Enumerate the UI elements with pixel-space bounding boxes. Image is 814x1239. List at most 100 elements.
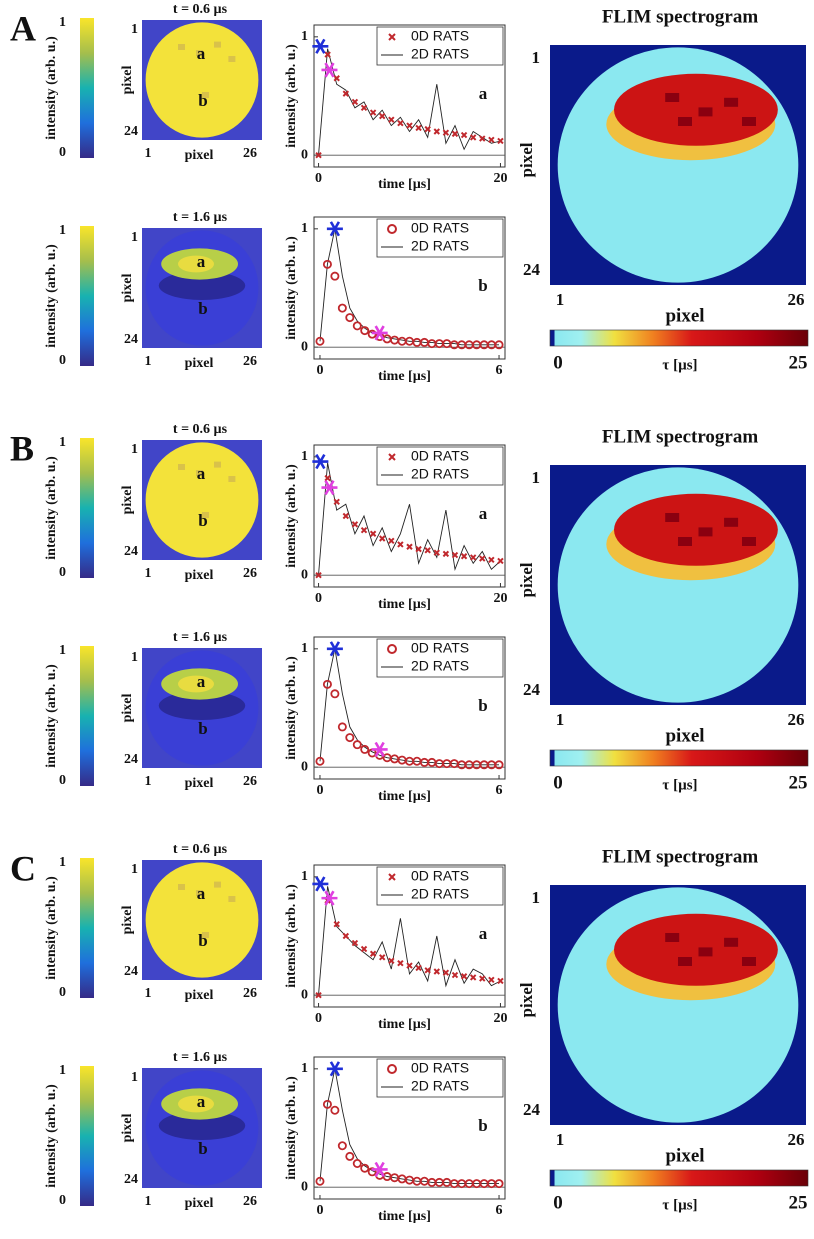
x-tick-label: 20 bbox=[493, 591, 507, 606]
x-tick-label: 6 bbox=[496, 783, 503, 798]
legend-label: 2D RATS bbox=[411, 466, 469, 482]
y-tick-label: 0 bbox=[301, 1179, 308, 1194]
colorbar bbox=[80, 226, 94, 366]
x-tick-label: 1 bbox=[556, 290, 565, 309]
data-point bbox=[494, 1179, 504, 1189]
legend-label: 0D RATS bbox=[411, 448, 469, 464]
y-axis-label: pixel bbox=[120, 274, 135, 303]
legend-marker bbox=[388, 873, 396, 881]
image-spot bbox=[214, 461, 221, 468]
star-marker bbox=[312, 453, 329, 470]
star-marker bbox=[371, 325, 388, 341]
flim-colorbar bbox=[549, 329, 809, 347]
data-point bbox=[369, 530, 377, 537]
region-label: a bbox=[197, 672, 206, 691]
flim-dark-spot bbox=[742, 537, 756, 546]
x-tick-label: 1 bbox=[556, 1130, 565, 1149]
data-point bbox=[345, 1151, 355, 1161]
image-spot bbox=[178, 884, 185, 890]
flim-dark-spot bbox=[698, 527, 713, 537]
flim-red-region bbox=[614, 493, 778, 566]
data-point bbox=[424, 125, 431, 133]
flim-dark-spot bbox=[724, 937, 739, 947]
flim-dark-spot bbox=[724, 97, 739, 107]
data-point bbox=[442, 129, 450, 136]
data-point bbox=[479, 975, 486, 982]
data-point bbox=[397, 960, 404, 967]
data-point bbox=[388, 537, 395, 545]
data-point bbox=[351, 98, 359, 106]
colorbar-label: intensity (arb. u.) bbox=[44, 36, 59, 140]
data-point bbox=[494, 760, 504, 770]
y-tick-label: 0 bbox=[301, 339, 308, 354]
y-axis-label: pixel bbox=[517, 982, 536, 1017]
colorbar-tick-label: 1 bbox=[59, 643, 66, 658]
data-point bbox=[330, 271, 340, 281]
y-tick-label: 1 bbox=[131, 230, 138, 245]
region-label: a bbox=[197, 44, 206, 63]
data-point bbox=[315, 756, 325, 766]
x-tick-label: 20 bbox=[493, 1011, 507, 1026]
y-tick-label: 24 bbox=[124, 1172, 138, 1187]
data-point bbox=[379, 954, 386, 961]
y-tick-label: 1 bbox=[131, 862, 138, 877]
data-point bbox=[397, 120, 404, 127]
y-tick-label: 24 bbox=[523, 680, 541, 699]
y-axis-label: intensity (arb. u.) bbox=[284, 236, 299, 340]
x-axis-label: pixel bbox=[185, 1196, 214, 1211]
data-point bbox=[388, 957, 395, 965]
legend-marker bbox=[388, 453, 396, 461]
image-disk bbox=[145, 862, 259, 978]
data-point bbox=[342, 90, 350, 97]
x-tick-label: 1 bbox=[145, 354, 152, 369]
data-point bbox=[330, 1105, 340, 1115]
x-tick-label: 0 bbox=[316, 783, 323, 798]
x-tick-label: 26 bbox=[243, 774, 257, 789]
legend-label: 0D RATS bbox=[411, 1060, 469, 1076]
data-point bbox=[415, 545, 422, 553]
colorbar-tick-label: 1 bbox=[59, 435, 66, 450]
flim-dark-spot bbox=[678, 117, 692, 126]
colorbar-label: τ [µs] bbox=[662, 777, 697, 793]
x-tick-label: 26 bbox=[243, 566, 257, 581]
series-line bbox=[319, 1068, 499, 1185]
colorbar-tick-label: 25 bbox=[789, 772, 808, 793]
data-point bbox=[330, 689, 340, 699]
colorbar-tick-label: 1 bbox=[59, 223, 66, 238]
legend-marker bbox=[387, 224, 397, 234]
x-axis-label: time [µs] bbox=[378, 369, 431, 384]
y-axis-label: pixel bbox=[120, 1114, 135, 1143]
y-axis-label: pixel bbox=[517, 562, 536, 597]
data-point bbox=[352, 740, 362, 750]
flim-red-region bbox=[614, 73, 778, 146]
image-spot bbox=[214, 41, 221, 48]
y-tick-label: 1 bbox=[131, 442, 138, 457]
legend-box bbox=[376, 638, 504, 678]
data-point bbox=[479, 135, 486, 142]
colorbar-tick-label: 25 bbox=[789, 1192, 808, 1213]
image-title: t = 1.6 µs bbox=[173, 630, 228, 645]
y-axis-label: pixel bbox=[120, 906, 135, 935]
y-tick-label: 0 bbox=[301, 567, 308, 582]
region-label: b bbox=[198, 511, 207, 530]
data-point bbox=[406, 543, 413, 550]
y-tick-label: 24 bbox=[523, 1100, 541, 1119]
y-tick-label: 24 bbox=[124, 752, 138, 767]
star-marker bbox=[326, 1061, 343, 1077]
y-tick-label: 1 bbox=[131, 650, 138, 665]
data-point bbox=[324, 51, 331, 58]
y-axis-label: pixel bbox=[120, 66, 135, 95]
data-point bbox=[415, 124, 422, 132]
colorbar-tick-label: 0 bbox=[553, 1192, 563, 1213]
flim-dark-spot bbox=[665, 933, 680, 942]
legend-marker bbox=[387, 1064, 397, 1074]
y-tick-label: 24 bbox=[523, 260, 541, 279]
data-point bbox=[469, 554, 477, 561]
x-tick-label: 26 bbox=[788, 710, 805, 729]
legend-box bbox=[376, 1058, 504, 1098]
x-tick-label: 1 bbox=[145, 146, 152, 161]
series-line bbox=[318, 886, 501, 996]
y-axis-label: pixel bbox=[517, 142, 536, 177]
